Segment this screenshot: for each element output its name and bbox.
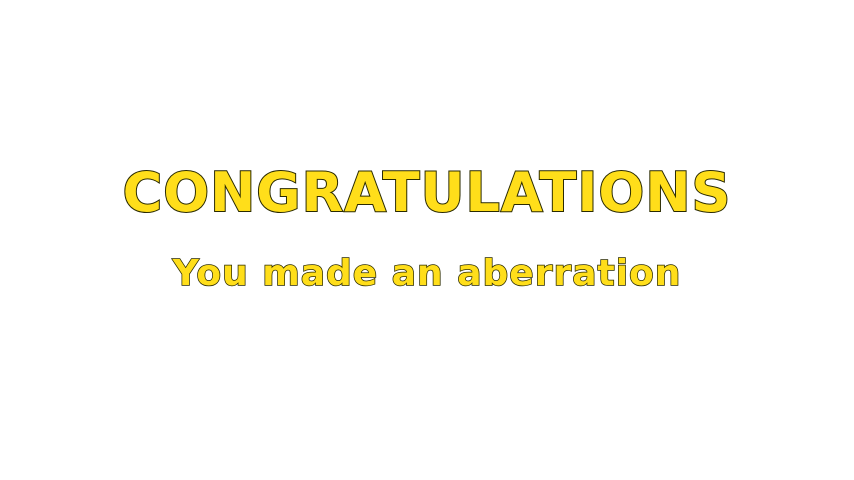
congratulations-headline: CONGRATULATIONS [122,160,732,225]
result-message: You made an aberration [172,252,682,295]
